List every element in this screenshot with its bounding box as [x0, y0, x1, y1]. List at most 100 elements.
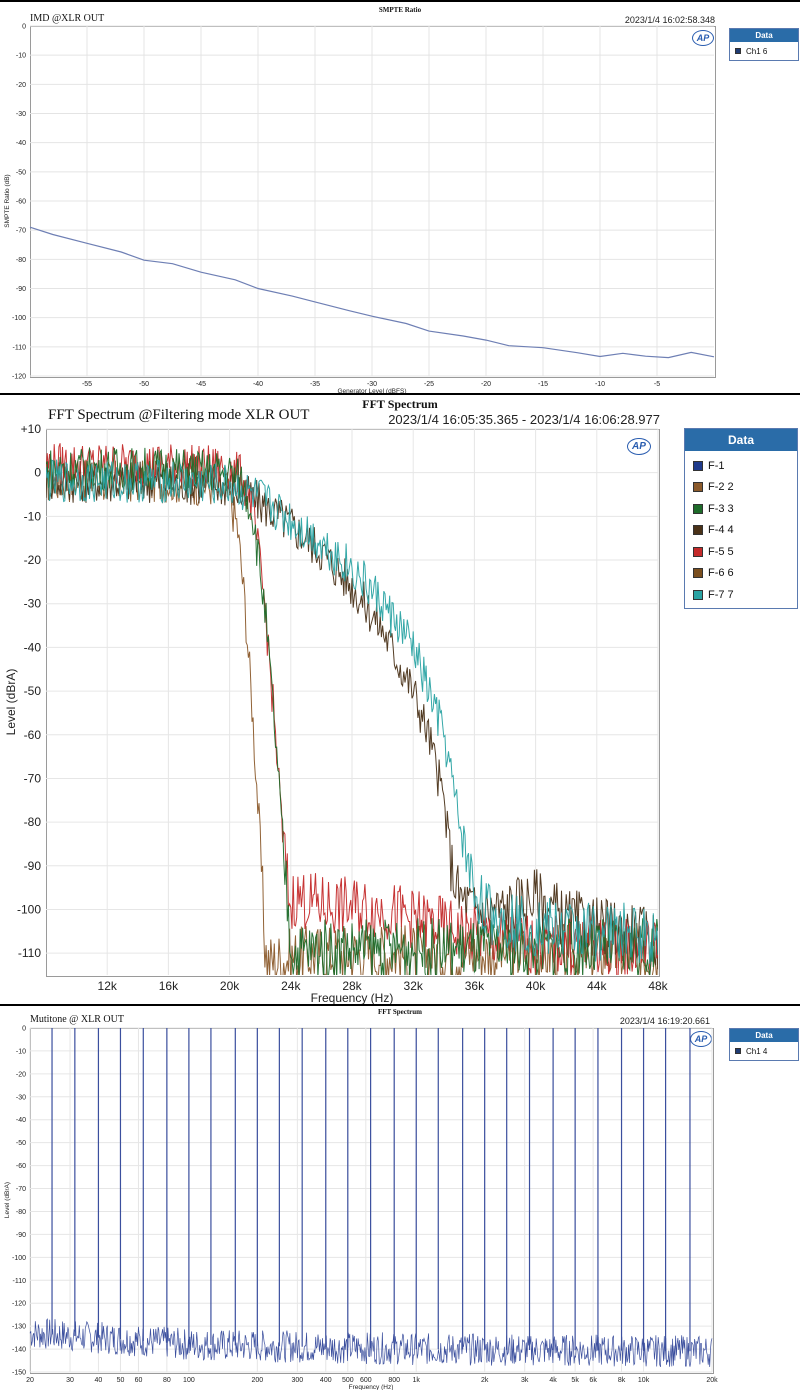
x-tick-label: 44k [587, 979, 607, 993]
series-line-f-7 [46, 459, 658, 964]
legend-swatch [693, 546, 703, 557]
x-tick-label: 3k [521, 1377, 529, 1384]
x-tick-label: -55 [82, 381, 92, 388]
x-tick-label: 4k [549, 1377, 557, 1384]
plot-area[interactable] [30, 1028, 714, 1374]
y-tick-label: -70 [16, 1186, 26, 1193]
timestamp: 2023/1/4 16:19:20.661 [619, 1016, 710, 1026]
legend-item[interactable]: F-2 2 [693, 477, 789, 499]
x-tick-label: -15 [538, 381, 548, 388]
legend-item[interactable]: Ch1 4 [735, 1045, 793, 1057]
x-axis-label: Generator Level (dBFS) [337, 388, 406, 395]
y-tick-label: -40 [16, 1117, 26, 1124]
legend-item[interactable]: F-3 3 [693, 498, 789, 520]
y-tick-label: 0 [22, 1026, 26, 1033]
legend-item[interactable]: F-5 5 [693, 541, 789, 563]
legend-label: F-5 5 [708, 545, 734, 558]
y-tick-label: -120 [12, 374, 26, 381]
legend-label: F-4 4 [708, 524, 734, 537]
x-tick-label: 200 [251, 1377, 263, 1384]
legend-swatch [735, 48, 741, 54]
y-axis-label: Level (dBrA) [4, 669, 18, 736]
x-tick-label: 1k [413, 1377, 421, 1384]
x-tick-label: -40 [253, 381, 263, 388]
legend-swatch [693, 589, 703, 600]
legend-item[interactable]: F-7 7 [693, 584, 789, 606]
ap-logo-icon: AP [627, 438, 651, 455]
x-tick-label: 10k [638, 1377, 650, 1384]
legend-title: Data [685, 429, 797, 451]
y-tick-label: -20 [16, 1071, 26, 1078]
series-line-f-3 [46, 447, 658, 975]
legend-item[interactable]: F-6 6 [693, 563, 789, 585]
y-tick-label: -10 [24, 509, 42, 523]
legend[interactable]: Data Ch1 6 [729, 28, 799, 61]
legend-title: Data [730, 29, 798, 42]
x-tick-label: 24k [281, 979, 301, 993]
x-tick-label: 20 [26, 1377, 34, 1384]
legend[interactable]: Data Ch1 4 [729, 1028, 799, 1061]
chart-svg: 12k 16k 20k 24k 28k 32k 36k 40k 44k 48k +10 0 -10 -20… [4, 422, 669, 1005]
x-tick-label: 36k [465, 979, 485, 993]
legend-label: Ch1 4 [746, 1046, 768, 1056]
chart-title: Mutitone @ XLR OUT [30, 1014, 124, 1025]
legend-item[interactable]: Ch1 6 [735, 45, 793, 57]
x-tick-label: 30 [66, 1377, 74, 1384]
y-axis-label: Level (dBrA) [4, 1182, 11, 1218]
chart-svg: 20 30 40 50 60 80 100 200 300 400 500 600 800 1k 2k 3k 4… [4, 1026, 718, 1390]
y-tick-label: -60 [24, 728, 42, 742]
y-tick-label: -80 [16, 1209, 26, 1216]
x-tick-label: 100 [183, 1377, 195, 1384]
x-tick-label: 5k [571, 1377, 579, 1384]
y-tick-label: -100 [12, 315, 26, 322]
y-tick-label: 0 [22, 24, 26, 31]
legend-label: F-3 3 [708, 502, 734, 515]
x-tick-label: 12k [98, 979, 118, 993]
y-tick-label: -80 [16, 257, 26, 264]
x-tick-label: -50 [139, 381, 149, 388]
x-tick-label: 600 [360, 1377, 372, 1384]
legend[interactable]: Data F-1 F-2 2 F-3 3 F-4 4 F-5 5 F-6 6 F-7 7 [684, 428, 798, 609]
legend-label: F-1 [708, 459, 725, 472]
y-axis-label: SMPTE Ratio (dB) [4, 174, 11, 227]
x-tick-label: 50 [117, 1377, 125, 1384]
ap-logo-icon: AP [692, 30, 714, 46]
y-tick-label: -30 [16, 1094, 26, 1101]
plot-area[interactable] [46, 429, 660, 977]
x-tick-label: 16k [159, 979, 179, 993]
y-tick-label: 0 [34, 466, 41, 480]
x-tick-label: 6k [589, 1377, 597, 1384]
y-tick-label: -20 [24, 553, 42, 567]
legend-label: F-2 2 [708, 481, 734, 494]
x-tick-label: 300 [292, 1377, 304, 1384]
timestamp: 2023/1/4 16:02:58.348 [624, 15, 715, 25]
x-tick-label: -25 [424, 381, 434, 388]
y-tick-label: -40 [16, 140, 26, 147]
x-tick-label: 60 [135, 1377, 143, 1384]
y-tick-label: -100 [12, 1255, 26, 1262]
x-tick-label: 20k [220, 979, 240, 993]
chart-title: IMD @XLR OUT [30, 13, 105, 24]
y-tick-label: -110 [18, 946, 41, 960]
y-tick-label: +10 [21, 422, 42, 436]
y-tick-label: -20 [16, 82, 26, 89]
x-tick-label: 32k [404, 979, 424, 993]
chart-title: FFT Spectrum @Filtering mode XLR OUT [48, 407, 310, 423]
x-tick-label: 2k [481, 1377, 489, 1384]
legend-item[interactable]: F-4 4 [693, 520, 789, 542]
legend-swatch [693, 525, 703, 536]
y-tick-label: -110 [13, 344, 27, 351]
y-tick-label: -30 [24, 597, 42, 611]
legend-swatch [693, 460, 703, 471]
legend-item[interactable]: F-1 [693, 455, 789, 477]
chart-panel-fft-filtering: FFT Spectrum FFT Spectrum @Filtering mod… [0, 393, 800, 1006]
y-tick-label: -90 [24, 859, 42, 873]
chart-panel-imd: SMPTE Ratio IMD @XLR OUT 2023/1/4 16:02:… [0, 0, 800, 395]
x-axis-label: Frequency (Hz) [349, 1384, 394, 1390]
legend-swatch [693, 503, 703, 514]
legend-label: Ch1 6 [746, 46, 768, 56]
x-tick-label: 500 [342, 1377, 354, 1384]
x-tick-label: 8k [618, 1377, 626, 1384]
y-tick-label: -50 [16, 1140, 26, 1147]
y-tick-label: -90 [16, 286, 26, 293]
